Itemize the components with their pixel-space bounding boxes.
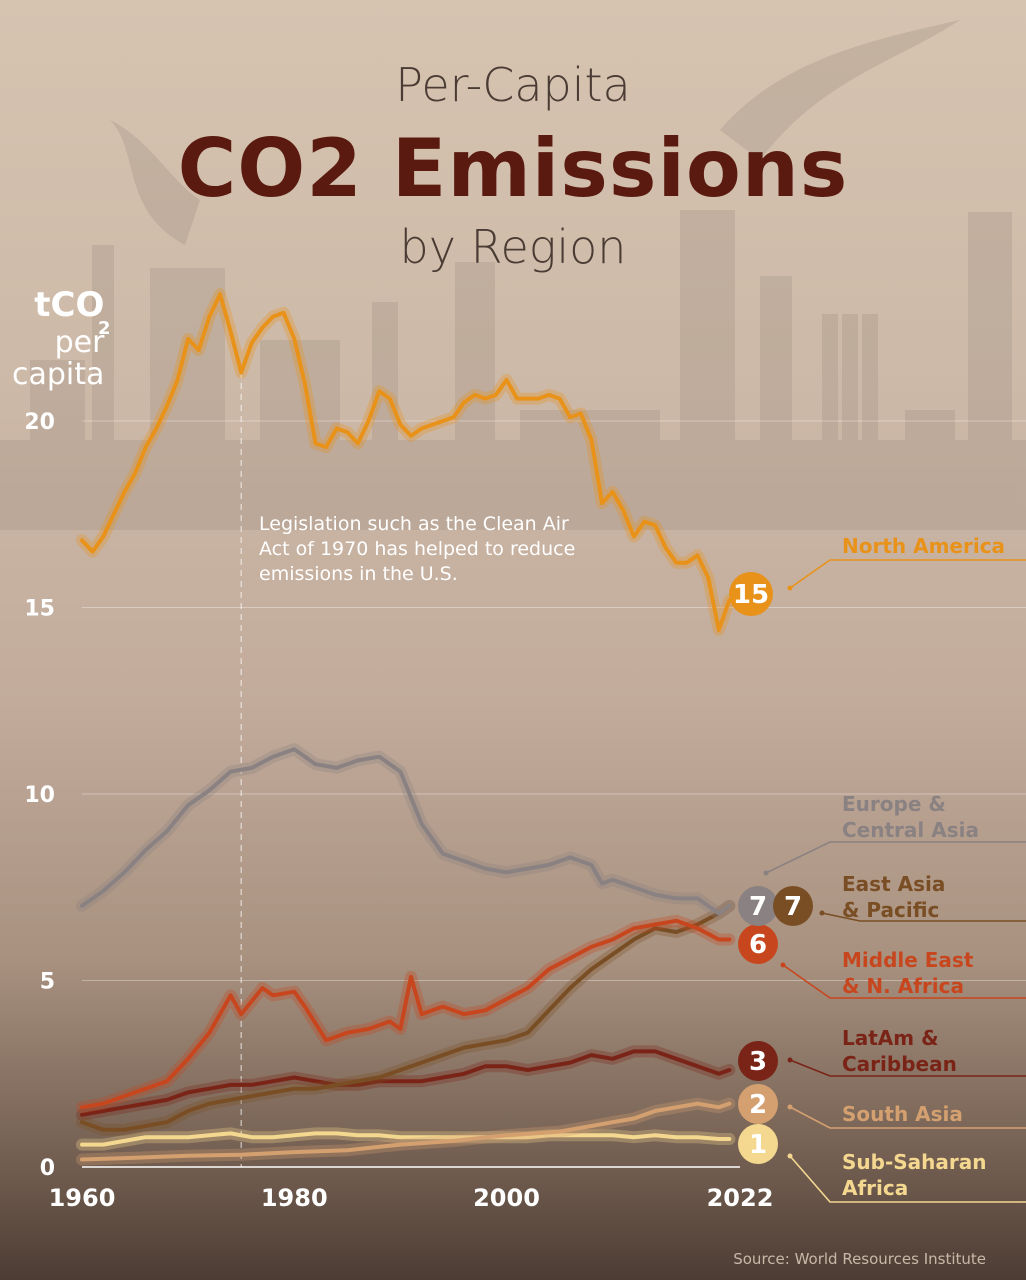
leader-line-south_asia [789,1106,1026,1129]
end-badge-label-south_asia: 2 [749,1090,767,1120]
leader-line-mena [782,964,1026,999]
legend-line-mena-1: & N. Africa [842,974,964,998]
legend-label-latam: LatAm & Caribbean [842,1026,957,1076]
series-line-north_america [80,292,732,632]
end-badge-label-latam: 3 [749,1047,767,1077]
leader-line-north_america [789,559,1026,589]
source-note: Source: World Resources Institute [733,1250,986,1268]
series-lines [76,288,736,1166]
legend: North America Europe & Central Asia East As… [842,534,1005,1200]
legend-line-east_asia-0: East Asia [842,872,945,896]
x-tick-2022: 2022 [707,1184,774,1212]
y-axis-unit: tCO per capita [12,288,104,390]
unit-line3: capita [12,357,105,392]
end-badge-south_asia [738,1084,778,1124]
legend-line-north_america-0: North America [842,534,1005,558]
end-badge-north_america [729,572,773,616]
legend-line-latam-1: Caribbean [842,1052,957,1076]
end-badge-label-east_asia: 7 [784,892,802,922]
end-badge-label-europe: 7 [749,892,767,922]
y-tick-20: 20 [24,410,55,435]
x-tick-1980: 1980 [261,1184,328,1212]
title-sub: by Region [399,220,627,274]
legend-line-latam-0: LatAm & [842,1026,939,1050]
legend-line-europe-1: Central Asia [842,818,979,842]
legend-line-ssa-0: Sub-Saharan [842,1150,987,1174]
leader-line-latam [789,1059,1026,1077]
x-tick-2000: 2000 [473,1184,540,1212]
legend-label-europe: Europe & Central Asia [842,792,979,842]
leader-line-europe [765,841,1026,874]
gridlines [82,420,1026,1168]
axis-ticks: 0 5 10 15 20 1960 1980 2000 2022 [24,410,773,1212]
legend-line-mena-0: Middle East [842,948,974,972]
y-tick-0: 0 [40,1156,55,1181]
legend-line-east_asia-1: & Pacific [842,898,939,922]
legend-leaders [763,559,1026,1203]
series-line-mena [80,918,732,1110]
legend-label-north_america: North America [842,534,1005,558]
end-badge-label-mena: 6 [749,930,767,960]
legend-label-south_asia: South Asia [842,1102,963,1126]
legend-label-east_asia: East Asia & Pacific [842,872,945,922]
end-badge-europe [738,886,778,926]
x-tick-1960: 1960 [49,1184,116,1212]
legend-line-south_asia-0: South Asia [842,1102,963,1126]
unit-line1: tCO [34,285,105,325]
clean-air-act-annotation: Legislation such as the Clean Air Act of… [259,513,576,585]
series-line-europe [80,747,732,916]
series-line-south_asia [80,1101,732,1162]
y-tick-10: 10 [24,783,55,808]
end-badge-latam [738,1041,778,1081]
series-line-latam [80,1049,732,1117]
legend-line-ssa-1: Africa [842,1176,908,1200]
end-badge-mena [738,924,778,964]
leader-line-ssa [789,1155,1026,1203]
end-badge-ssa [738,1124,778,1164]
title-main: CO2 Emissions [177,122,849,215]
leader-line-east_asia [821,912,1026,922]
end-badge-label-north_america: 15 [733,580,769,610]
unit-line2: per [54,325,105,360]
y-tick-5: 5 [40,970,55,995]
legend-label-mena: Middle East & N. Africa [842,948,974,998]
y-tick-15: 15 [24,597,55,622]
series-line-ssa [80,1131,732,1147]
unit-subscript: 2 [98,318,111,339]
legend-label-ssa: Sub-Saharan Africa [842,1150,987,1200]
legend-line-europe-0: Europe & [842,792,946,816]
end-badge-east_asia [773,886,813,926]
end-badge-label-ssa: 1 [749,1130,767,1160]
title-top: Per-Capita [395,58,631,112]
series-line-east_asia [80,903,732,1132]
